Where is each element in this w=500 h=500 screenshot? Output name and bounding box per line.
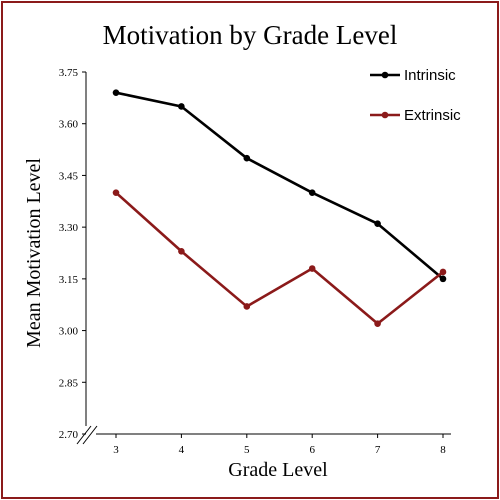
intrinsic-data-point xyxy=(178,103,185,110)
tick-labels: 2.70 2.85 3.00 3.15 3.30 3.45 3.60 3.75 3 4 5 6 7 8 xyxy=(59,67,447,456)
legend-label: Intrinsic xyxy=(404,67,456,84)
intrinsic-data-point xyxy=(112,89,120,96)
extrinsic-data-point xyxy=(439,268,447,276)
x-axis-label: Grade Level xyxy=(228,459,328,481)
axis-break-mark xyxy=(76,425,98,445)
y-tick-label: 3.15 xyxy=(59,274,79,286)
legend-label: Extrinsic xyxy=(404,107,461,124)
legend-item-extrinsic: Extrinsic xyxy=(370,107,461,124)
x-tick-label: 6 xyxy=(309,444,315,456)
intrinsic-data-point xyxy=(308,189,316,196)
extrinsic-series-line xyxy=(115,191,444,325)
intrinsic-data-point xyxy=(439,275,447,283)
legend-marker xyxy=(381,111,389,119)
legend: Intrinsic Extrinsic xyxy=(370,67,461,124)
intrinsic-series-line xyxy=(115,91,444,280)
y-tick-label: 3.60 xyxy=(59,119,79,131)
y-tick-label: 3.45 xyxy=(59,170,79,182)
legend-item-intrinsic: Intrinsic xyxy=(370,67,456,84)
y-tick-label: 2.70 xyxy=(59,429,79,441)
intrinsic-data-point xyxy=(243,154,251,162)
series xyxy=(112,89,447,327)
x-tick-label: 4 xyxy=(179,444,185,456)
extrinsic-data-point xyxy=(308,265,316,272)
chart-title: Motivation by Grade Level xyxy=(103,20,398,50)
extrinsic-data-point xyxy=(243,303,251,310)
axes xyxy=(76,72,451,445)
y-tick-label: 3.75 xyxy=(59,67,79,79)
extrinsic-data-point xyxy=(112,189,120,196)
x-tick-label: 3 xyxy=(113,444,119,456)
x-tick-label: 5 xyxy=(244,444,250,456)
x-tick-label: 7 xyxy=(375,444,381,456)
intrinsic-data-point xyxy=(374,220,381,227)
legend-marker xyxy=(381,71,389,79)
y-tick-label: 3.30 xyxy=(59,222,79,234)
y-tick-label: 2.85 xyxy=(59,377,79,389)
extrinsic-data-point xyxy=(178,247,185,255)
y-tick-label: 3.00 xyxy=(59,326,79,338)
x-tick-label: 8 xyxy=(440,444,446,456)
y-axis-label: Mean Motivation Level xyxy=(23,158,45,348)
extrinsic-data-point xyxy=(374,320,381,327)
